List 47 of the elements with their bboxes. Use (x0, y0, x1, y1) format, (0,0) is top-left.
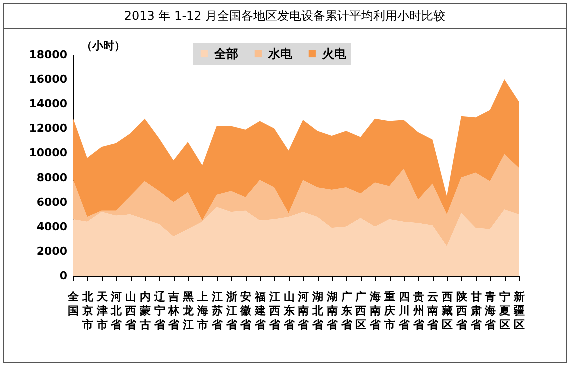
x-tick-label: 山东省 (282, 290, 296, 332)
legend-label: 火电 (321, 47, 348, 61)
x-tick-label: 湖南省 (326, 290, 339, 332)
legend-label: 全部 (213, 47, 238, 61)
x-tick-label: 云南省 (426, 290, 440, 332)
legend-label: 水电 (267, 47, 294, 61)
x-tick-label: 山西省 (124, 290, 138, 332)
x-tick-label: 福建省 (254, 290, 268, 332)
y-tick-label: 16000 (29, 73, 68, 86)
x-tick-label: 江西省 (268, 290, 282, 332)
x-tick-label: 广西区 (354, 290, 367, 332)
y-tick-label: 14000 (29, 98, 68, 111)
y-tick-label: 18000 (29, 48, 68, 62)
x-tick-label: 北京市 (81, 290, 94, 332)
x-tick-label: 河南省 (297, 290, 310, 332)
x-tick-label: 内蒙古 (138, 290, 151, 332)
x-tick-label: 重庆市 (384, 290, 396, 332)
y-tick-label: 8000 (36, 171, 68, 184)
x-tick-label: 安徽省 (240, 290, 253, 332)
x-tick-label: 青海省 (484, 290, 498, 332)
x-tick-label: 四川省 (398, 290, 411, 332)
y-tick-label: 0 (60, 270, 68, 282)
x-tick-label: 黑龙江 (182, 290, 196, 332)
x-tick-label: 浙江省 (225, 290, 238, 332)
x-tick-label: 陕西省 (455, 290, 468, 332)
y-tick-label: 6000 (36, 196, 68, 209)
y-tick-label: 12000 (29, 122, 68, 136)
x-tick-label: 吉林省 (168, 290, 181, 332)
y-tick-label: 4000 (36, 220, 68, 234)
x-tick-label: 宁夏区 (498, 290, 511, 332)
x-tick-label: 天津市 (96, 290, 109, 332)
x-tick-label: 西藏区 (441, 290, 454, 332)
x-tick-label: 河北省 (110, 290, 124, 332)
x-tick-label: 湖北省 (312, 290, 325, 332)
x-tick-label: 新疆区 (513, 290, 525, 332)
x-tick-label: 上海市 (196, 290, 208, 332)
x-tick-label: 辽宁省 (153, 290, 166, 332)
chart-title: 2013 年 1-12 月全国各地区发电设备累计平均利用小时比较 (4, 4, 566, 29)
x-tick-label: 甘肃省 (470, 290, 483, 332)
x-tick-label: 广东省 (340, 290, 354, 332)
x-tick-label: 江苏省 (210, 290, 224, 332)
x-tick-label: 全国 (67, 290, 80, 318)
y-axis-title: （小时） (82, 40, 126, 52)
y-tick-label: 10000 (29, 146, 68, 160)
x-tick-label: 海南省 (369, 290, 382, 332)
x-tick-label: 贵州省 (412, 290, 426, 332)
y-tick-label: 2000 (36, 244, 68, 258)
